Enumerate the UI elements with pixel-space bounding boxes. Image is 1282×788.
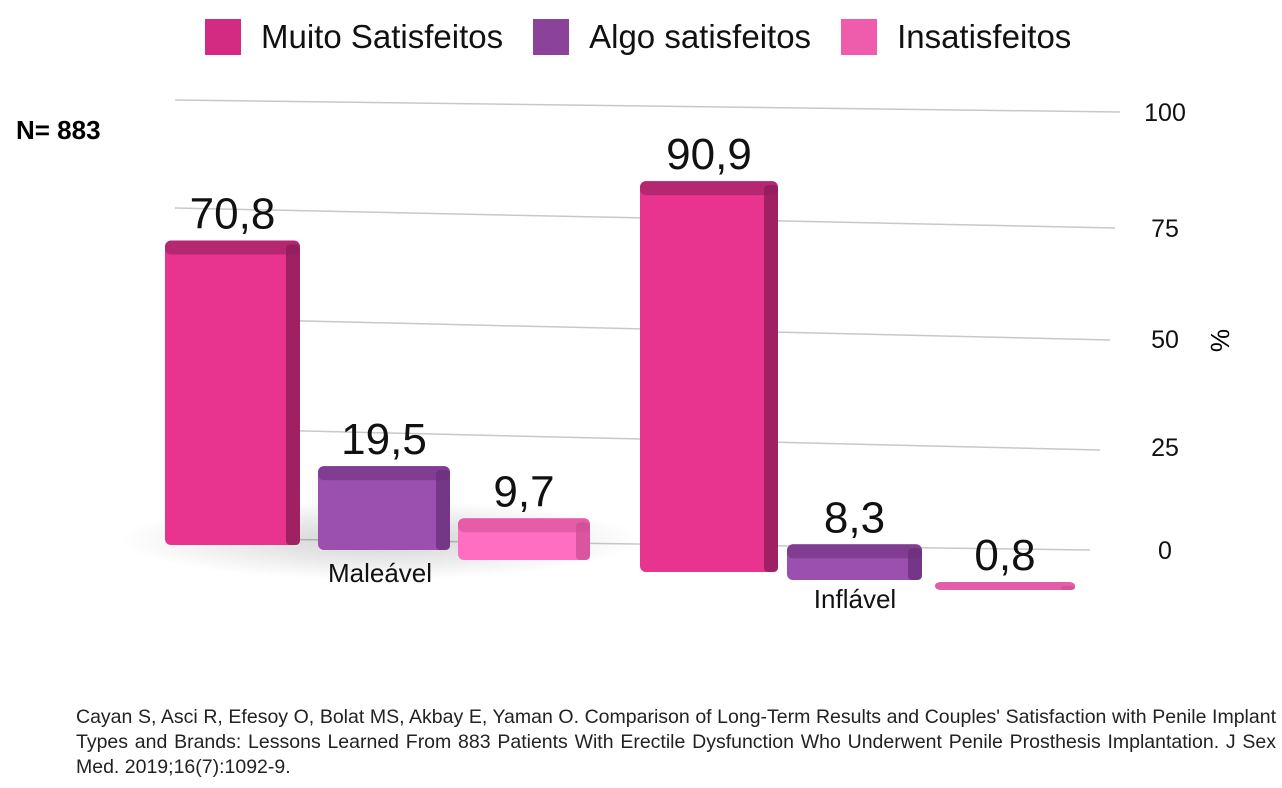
legend-label: Insatisfeitos	[897, 18, 1072, 55]
chart-area: 0 25 50 75 100 70,8 19,5 9,7 Maleável 90,9 8,3 0,8 I…	[120, 99, 1186, 614]
bar-top	[318, 466, 450, 481]
y-tick-label: 25	[1151, 434, 1179, 462]
citation: Cayan S, Asci R, Efesoy O, Bolat MS, Akb…	[76, 706, 1276, 778]
legend-swatch	[841, 19, 878, 55]
bar-top	[935, 582, 1075, 590]
y-tick-label: 0	[1158, 537, 1172, 565]
legend-swatch	[533, 19, 570, 55]
y-tick-label: 100	[1144, 99, 1186, 127]
data-label: 90,9	[666, 130, 752, 179]
legend-swatch	[205, 19, 241, 55]
bar-side	[286, 244, 300, 545]
data-label: 0,8	[974, 531, 1035, 580]
x-category-label: Inflável	[814, 584, 896, 614]
legend-item-algo: Algo satisfeitos	[533, 18, 811, 56]
bar-top	[165, 240, 300, 255]
legend: Muito Satisfeitos Algo satisfeitos Insat…	[205, 18, 1101, 56]
gridline	[174, 99, 1121, 113]
bar-side	[436, 470, 450, 550]
data-label: 19,5	[341, 415, 427, 464]
data-label: 8,3	[824, 493, 885, 542]
sample-size: N= 883	[16, 115, 101, 145]
bar-maleável-1	[318, 466, 450, 550]
bar-top	[787, 544, 922, 559]
bar-top	[640, 181, 778, 196]
x-category-label: Maleável	[328, 558, 432, 588]
y-tick-label: 50	[1151, 326, 1179, 354]
bar-top	[458, 518, 590, 533]
bar-side	[764, 185, 778, 572]
y-tick-label: 75	[1151, 215, 1179, 243]
legend-label: Algo satisfeitos	[589, 18, 812, 55]
bar-inflável-0	[640, 181, 778, 572]
legend-item-insat: Insatisfeitos	[841, 18, 1071, 56]
data-label: 70,8	[190, 190, 276, 239]
legend-label: Muito Satisfeitos	[261, 18, 504, 55]
bar-maleável-0	[165, 240, 300, 545]
data-label: 9,7	[493, 467, 554, 516]
legend-item-muito: Muito Satisfeitos	[205, 18, 503, 56]
